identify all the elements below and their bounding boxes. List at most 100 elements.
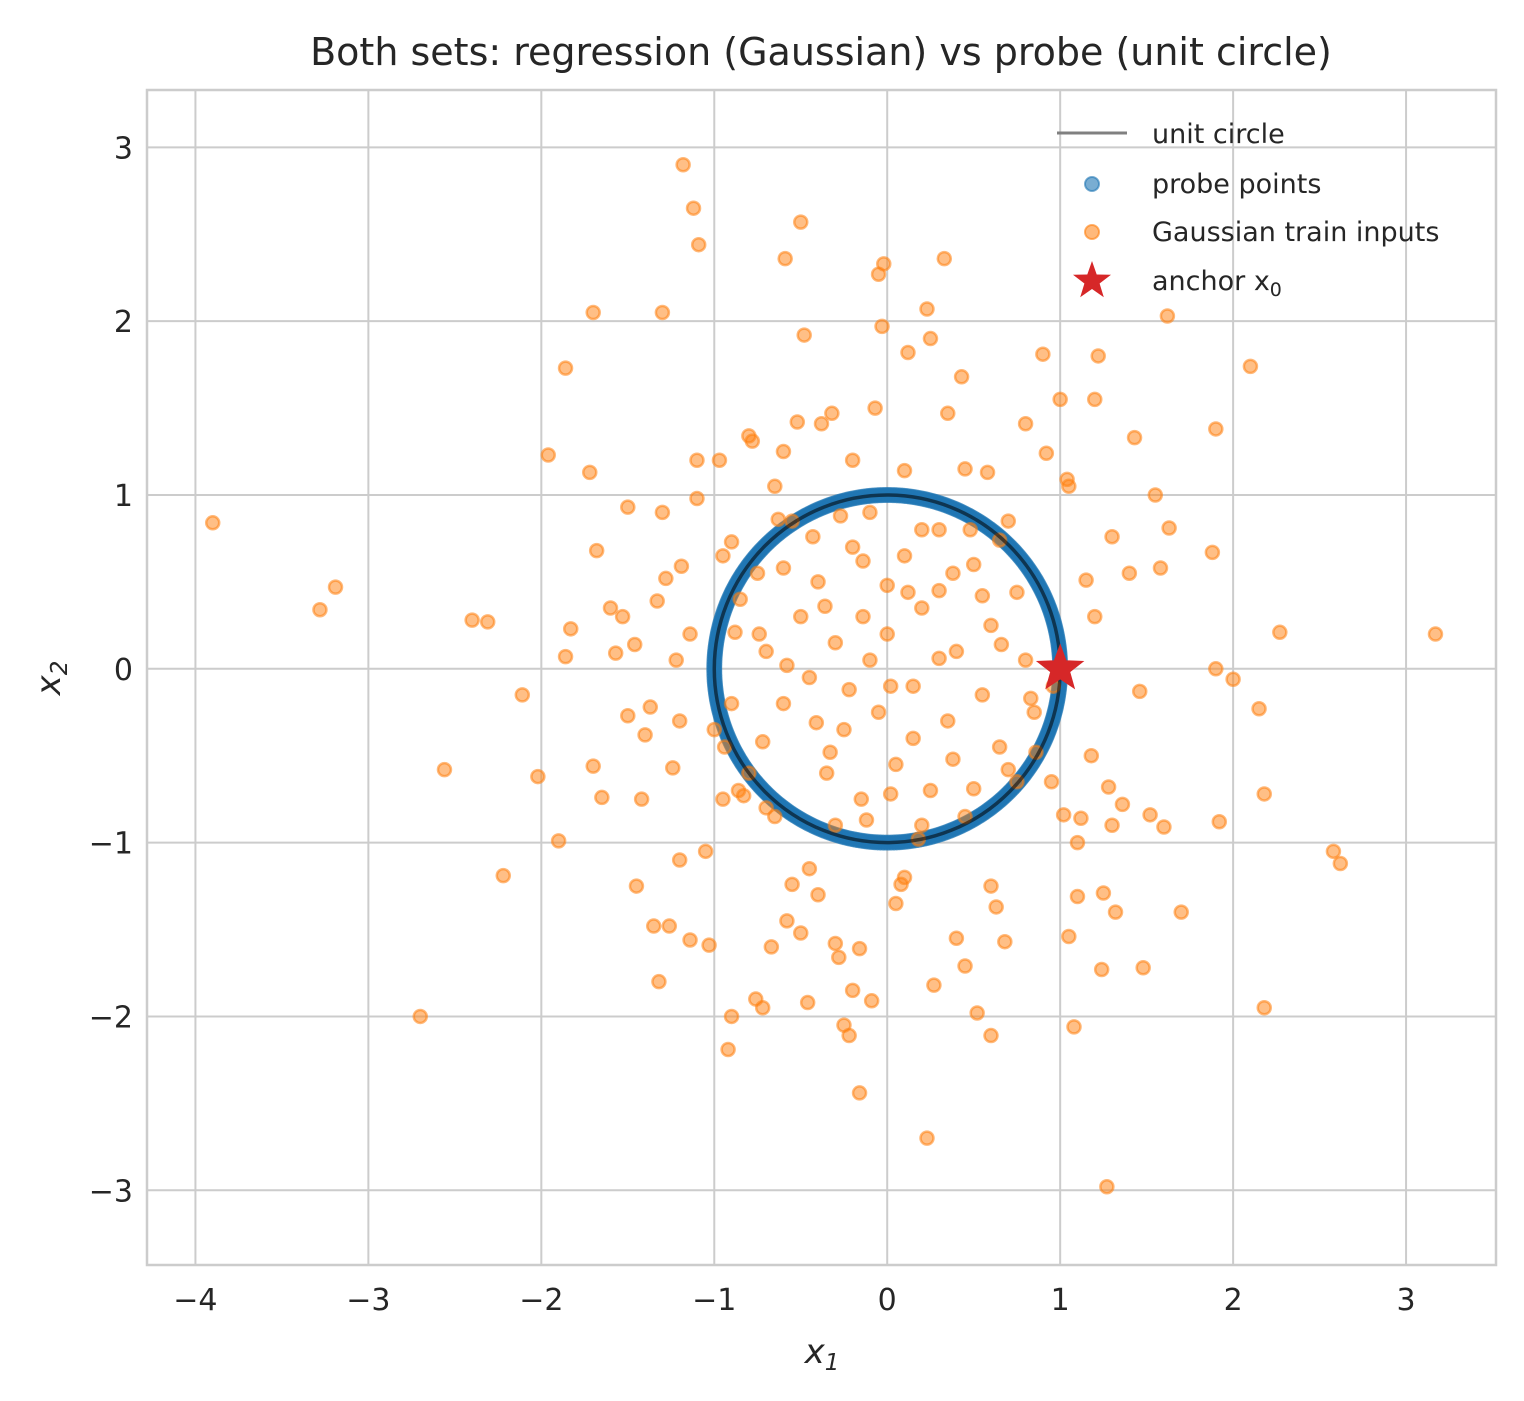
train-point xyxy=(799,994,816,1011)
train-point xyxy=(808,714,825,731)
train-point xyxy=(1161,520,1177,536)
train-point xyxy=(673,558,690,575)
train-point xyxy=(464,612,480,628)
train-point xyxy=(775,695,792,712)
train-point xyxy=(969,1005,985,1021)
train-point xyxy=(436,761,453,778)
train-point xyxy=(867,400,883,416)
train-point xyxy=(953,369,970,385)
train-point xyxy=(658,570,674,587)
train-point xyxy=(1156,819,1172,835)
train-point xyxy=(862,504,878,521)
train-point xyxy=(965,556,982,573)
train-point xyxy=(979,464,996,481)
train-point xyxy=(1073,810,1089,827)
train-point xyxy=(530,768,546,785)
train-point xyxy=(827,935,844,952)
train-point xyxy=(1225,671,1241,687)
train-point xyxy=(1114,796,1131,813)
train-point xyxy=(1095,885,1112,901)
legend-label-train: Gaussian train inputs xyxy=(1152,217,1439,248)
train-point xyxy=(671,852,688,868)
train-point xyxy=(682,932,698,948)
train-point xyxy=(1026,704,1042,721)
plot-frame xyxy=(145,88,1498,1267)
train-point xyxy=(810,887,826,903)
train-point xyxy=(900,344,916,361)
train-point xyxy=(965,780,982,797)
train-point xyxy=(204,515,221,531)
train-point xyxy=(1173,904,1189,920)
train-point xyxy=(945,751,961,767)
train-point xyxy=(1325,843,1342,860)
train-point xyxy=(735,787,752,804)
chart-title: Both sets: regression (Gaussian) vs prob… xyxy=(310,30,1332,74)
train-point xyxy=(557,648,574,665)
train-point xyxy=(720,1041,736,1058)
train-point xyxy=(1023,690,1039,707)
plot-background xyxy=(147,90,1496,1265)
train-point xyxy=(1332,855,1349,872)
train-point xyxy=(1427,626,1444,642)
train-point xyxy=(585,758,601,774)
train-point xyxy=(997,933,1013,950)
train-point xyxy=(645,918,662,934)
y-tick-label: −3 xyxy=(89,1174,133,1209)
train-point xyxy=(1142,807,1158,823)
train-point xyxy=(792,925,809,941)
train-point xyxy=(948,930,965,946)
train-point xyxy=(905,678,921,694)
train-point xyxy=(327,579,344,595)
train-point xyxy=(879,577,895,594)
train-point xyxy=(723,1008,740,1025)
train-point xyxy=(813,415,830,432)
train-point xyxy=(792,608,809,625)
train-point xyxy=(931,650,947,667)
train-point xyxy=(882,678,899,694)
legend-label-unit-circle: unit circle xyxy=(1152,119,1285,150)
x-tick-label: −4 xyxy=(173,1283,217,1318)
train-point xyxy=(1208,661,1224,677)
anchor-layer xyxy=(1035,643,1085,690)
train-point xyxy=(312,601,328,618)
train-point xyxy=(983,878,999,894)
train-point xyxy=(851,1085,868,1101)
train-point xyxy=(1204,544,1221,561)
train-point xyxy=(754,734,771,750)
train-point xyxy=(751,626,767,642)
train-point xyxy=(1107,904,1124,920)
train-point xyxy=(1069,888,1086,905)
train-point xyxy=(711,452,728,468)
train-point xyxy=(914,817,930,833)
train-point xyxy=(540,447,556,463)
x-tick-label: 3 xyxy=(1397,1283,1416,1318)
train-point xyxy=(654,304,671,321)
train-point xyxy=(801,860,818,877)
train-point xyxy=(614,608,631,625)
train-point xyxy=(770,511,787,528)
train-point xyxy=(479,614,496,630)
train-point xyxy=(412,1008,429,1025)
y-axis-label-subscript: 2 xyxy=(47,661,73,676)
train-point xyxy=(922,782,939,799)
train-point xyxy=(661,918,678,934)
train-point xyxy=(818,765,835,781)
train-point xyxy=(715,548,731,564)
y-tick-label: 3 xyxy=(114,131,133,166)
train-point xyxy=(827,634,844,651)
train-point xyxy=(1087,608,1103,625)
train-point xyxy=(940,713,956,729)
train-point xyxy=(1152,560,1169,576)
train-point xyxy=(931,582,947,599)
train-point xyxy=(940,405,956,422)
train-point xyxy=(723,534,740,550)
train-point xyxy=(697,843,714,860)
train-point xyxy=(855,608,871,625)
train-point xyxy=(628,878,645,894)
train-point xyxy=(784,876,800,893)
train-point xyxy=(1256,786,1272,802)
x-axis-label-subscript: 1 xyxy=(825,1350,840,1376)
legend-marker-probe xyxy=(1084,176,1100,192)
train-point xyxy=(706,721,723,738)
train-point xyxy=(914,522,930,538)
